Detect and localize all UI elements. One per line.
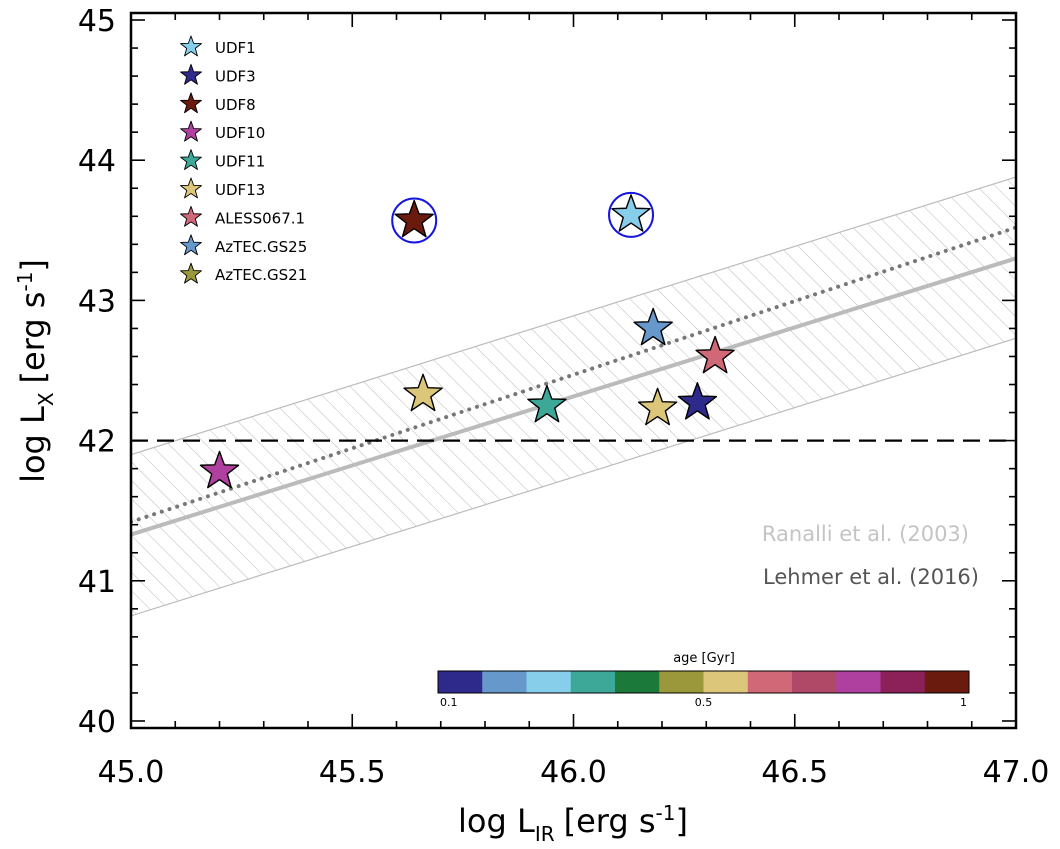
data-point-udf8 [394,199,434,238]
data-point-udf10 [199,450,240,489]
colorbar-swatch [747,671,793,693]
legend-label: UDF13 [215,181,265,199]
legend-marker [180,234,202,256]
legend-marker [180,92,202,114]
data-point-aztec-gs25 [633,307,673,346]
ranalli-annotation: Ranalli et al. (2003) [762,522,969,546]
y-tick-label: 40 [78,705,116,740]
x-tick-label: 45.5 [319,755,386,790]
data-point-aless067-1 [695,335,735,374]
colorbar-swatch [924,671,970,693]
colorbar-swatch [792,671,837,693]
colorbar-swatch [570,671,616,693]
legend-marker [180,35,202,57]
legend-label: UDF11 [215,153,265,171]
data-point-udf13 [637,387,678,426]
colorbar-swatch [659,671,704,693]
x-axis-title-sup: -1 [656,801,676,825]
x-axis-title: log LIR [erg s-1] [458,801,688,846]
y-axis-title-main: log L [14,406,52,483]
legend-label: UDF3 [215,67,256,85]
age-colorbar: age [Gyr] 0.1 0.5 1 [437,651,970,709]
colorbar-label-mid: 0.5 [695,696,713,709]
x-axis-title-close: ] [675,802,687,840]
x-axis-title-sub: IR [535,822,555,846]
legend-marker [180,120,202,142]
colorbar-swatch [482,671,527,693]
y-tick-label: 43 [78,284,116,319]
y-tick-label: 42 [78,425,116,460]
legend-label: AzTEC.GS25 [215,238,307,256]
data-point-udf1 [611,194,651,232]
y-tick-label: 45 [78,4,116,39]
agn-circle-marker [608,191,655,238]
agn-circle-marker [391,197,438,244]
data-point-udf3 [677,382,718,420]
legend-label: UDF10 [215,124,265,142]
colorbar-swatch [836,671,881,693]
legend-label: UDF8 [215,96,256,114]
y-tick-label: 41 [78,565,116,600]
colorbar-swatch [880,671,926,693]
legend-label: UDF1 [215,39,256,57]
legend-marker [180,262,202,284]
y-axis-title-sup: -1 [13,272,37,292]
x-axis-title-main: log L [458,802,535,840]
colorbar-swatch [615,671,660,693]
legend-marker [180,63,202,85]
colorbar-swatch [438,671,483,693]
colorbar-swatch [526,671,572,693]
y-axis-title-unit: [erg s [14,292,52,384]
y-axis-title: log LX [erg s-1] [13,259,58,483]
legend-marker [180,149,202,170]
legend-marker [180,205,202,227]
legend-marker [180,177,202,199]
colorbar-swatch [703,671,749,693]
colorbar-label-min: 0.1 [440,696,458,709]
y-tick-label: 44 [78,144,116,179]
lehmer-relation-line [131,225,1016,524]
colorbar-title: age [Gyr] [673,651,735,666]
data-point-udf11 [527,384,567,423]
x-tick-label: 46.0 [540,755,607,790]
colorbar-frame [437,670,970,694]
x-axis-title-unit: [erg s [564,802,656,840]
lehmer-annotation: Lehmer et al. (2016) [763,565,979,589]
y-axis-title-sub: X [34,392,58,406]
legend: UDF1 UDF3 UDF8 UDF10 UDF11 UDF13 ALESS067.1 AzT… [180,35,307,284]
x-tick-label: 45.0 [98,755,165,790]
data-point-udf13 [403,373,443,412]
y-axis-title-close: ] [14,259,52,271]
x-tick-label: 47.0 [983,755,1050,790]
legend-label: ALESS067.1 [215,209,305,227]
ranalli-relation-line [131,256,1016,537]
colorbar-label-max: 1 [960,696,967,709]
x-tick-label: 46.5 [761,755,828,790]
legend-label: AzTEC.GS21 [215,266,307,284]
